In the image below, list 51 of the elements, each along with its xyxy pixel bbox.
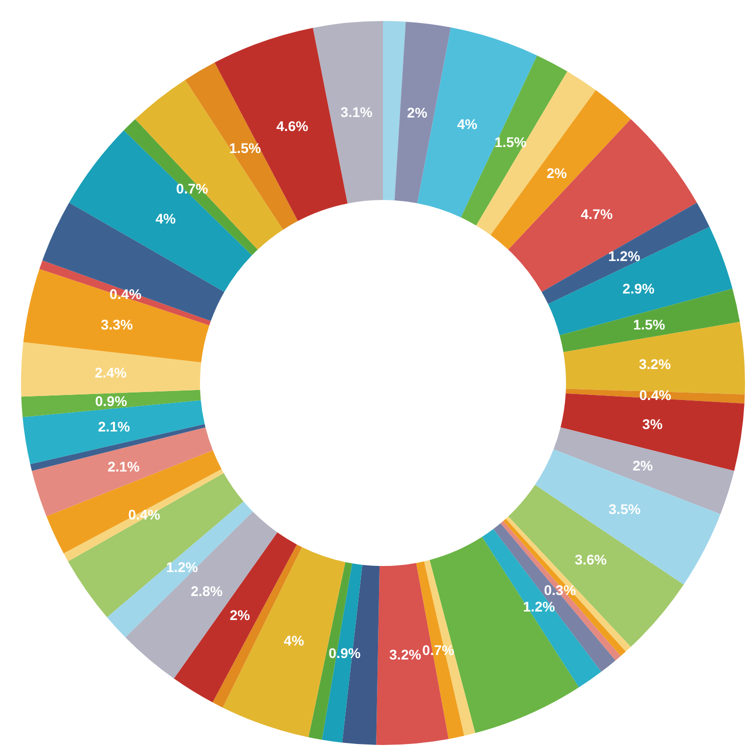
donut-slice — [490, 90, 631, 250]
data-label: 4% — [155, 210, 176, 227]
data-label: 3% — [642, 416, 664, 432]
data-label: 0.4% — [128, 506, 161, 522]
data-label: 4% — [457, 116, 478, 132]
data-label: 2.1% — [98, 418, 130, 434]
data-label: 2.1% — [108, 458, 140, 474]
data-label: 3.2% — [638, 356, 672, 372]
donut-slice — [566, 388, 745, 404]
data-label: 4.7% — [580, 206, 614, 222]
data-label: 3.5% — [608, 500, 642, 517]
data-label: 2% — [230, 606, 251, 623]
data-label: 1.5% — [229, 140, 262, 156]
data-label: 3.3% — [100, 316, 134, 332]
data-label: 0.3% — [544, 582, 576, 598]
data-label: 2% — [407, 104, 428, 121]
data-label: 1.2% — [166, 559, 199, 576]
donut-slice — [42, 202, 224, 322]
donut-slice — [23, 268, 210, 362]
data-label: 0.4% — [110, 286, 142, 302]
data-label: 2% — [632, 458, 654, 474]
data-label: 3.6% — [574, 551, 608, 568]
donut-slice — [46, 450, 222, 554]
data-label: 4.6% — [276, 118, 309, 134]
data-label: 2% — [546, 165, 568, 182]
data-label: 0.9% — [95, 392, 128, 409]
data-label: 0.7% — [422, 642, 455, 658]
donut-slice — [125, 512, 278, 679]
data-label: 1.5% — [633, 316, 666, 332]
donut-slice — [312, 21, 383, 204]
data-label: 0.9% — [328, 644, 362, 661]
donut-slice — [21, 342, 202, 397]
donut-slice — [383, 21, 406, 200]
data-label: 4% — [284, 632, 305, 649]
donut-slice — [535, 449, 720, 585]
donut-slice — [508, 484, 684, 647]
donut-slice — [548, 226, 732, 336]
data-label: 2.9% — [622, 280, 656, 296]
donut-slice — [21, 390, 201, 418]
donut-slice — [322, 563, 362, 743]
data-label: 3.1% — [340, 104, 374, 120]
donut-slice — [106, 501, 253, 638]
data-label: 2.8% — [190, 582, 224, 599]
data-label: 3.2% — [389, 646, 422, 663]
donut-slice — [542, 202, 710, 304]
data-label: 2.4% — [94, 364, 128, 381]
donut-slice — [394, 22, 451, 204]
data-label: 1.2% — [608, 248, 641, 264]
donut-slice — [424, 560, 476, 736]
donut-slice — [493, 523, 616, 672]
data-label: 0.4% — [639, 386, 672, 403]
